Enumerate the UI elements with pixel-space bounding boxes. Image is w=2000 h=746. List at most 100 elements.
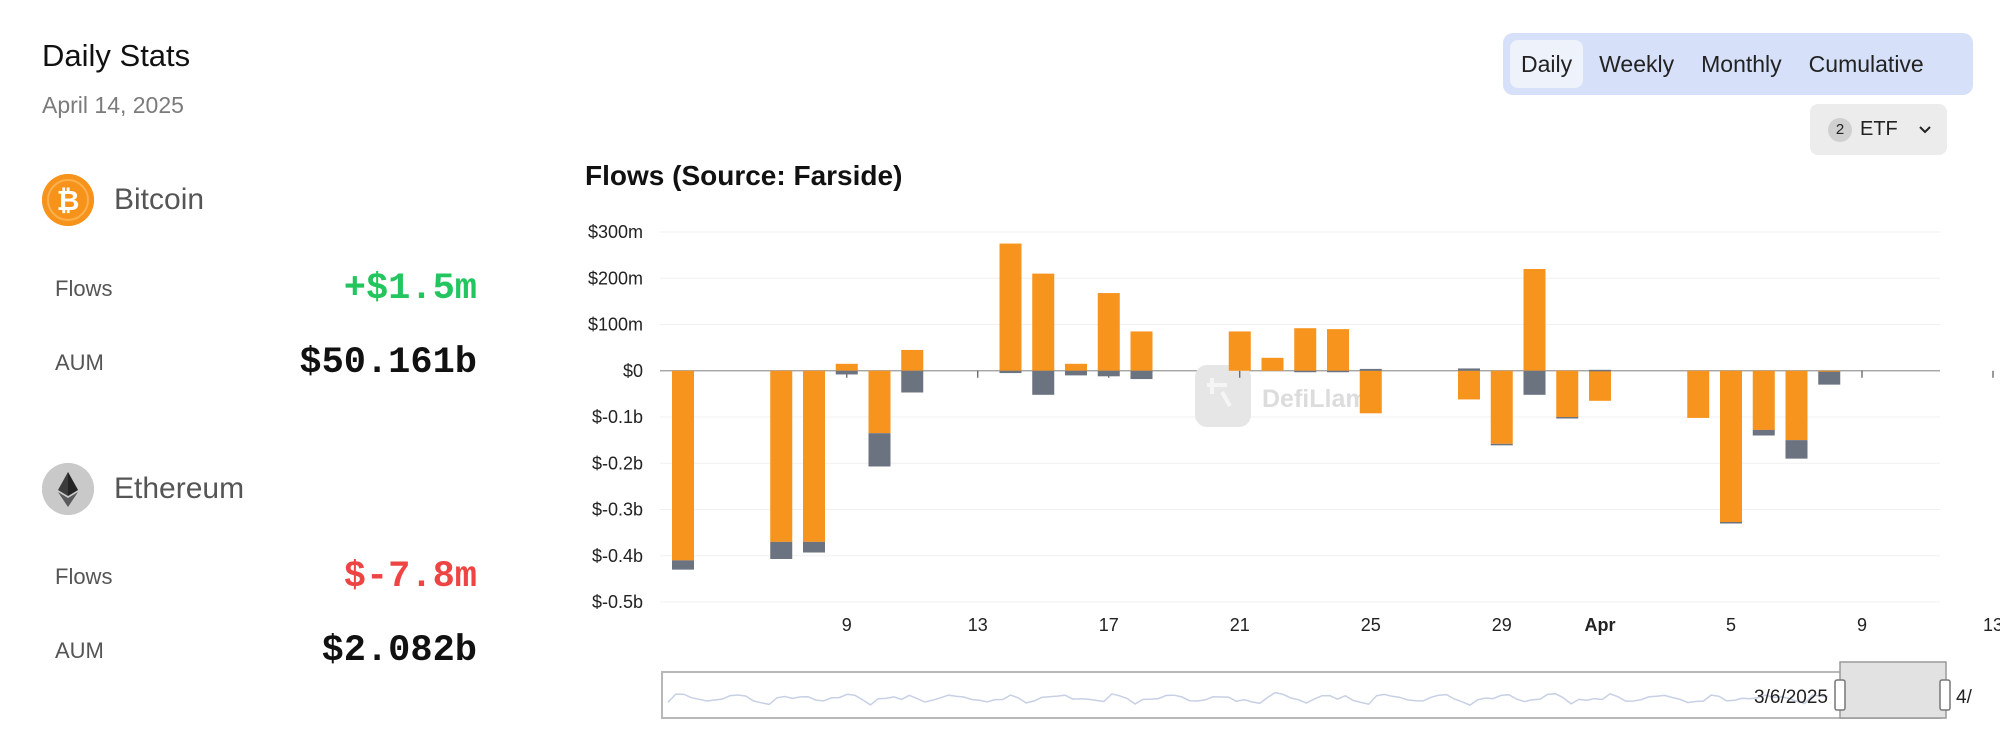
slider-start-label: 3/6/2025: [1754, 687, 1828, 708]
aum-label: AUM: [55, 638, 104, 663]
bar-bitcoin[interactable]: [1556, 370, 1579, 417]
y-tick-label: $300m: [588, 222, 643, 242]
slider-track[interactable]: [661, 671, 1942, 719]
toggle-cumulative[interactable]: Cumulative: [1808, 50, 1924, 77]
y-tick-label: $-0.2b: [592, 453, 643, 473]
bar-ethereum[interactable]: [1490, 443, 1513, 446]
bar-bitcoin[interactable]: [1327, 329, 1349, 371]
bar-ethereum[interactable]: [1130, 370, 1153, 380]
asset-name: Ethereum: [114, 472, 245, 505]
watermark: DefiLlama: [1195, 365, 1383, 427]
bar-ethereum[interactable]: [1458, 368, 1480, 371]
bar-bitcoin[interactable]: [1687, 370, 1710, 418]
bitcoin-icon: ₿: [42, 174, 94, 226]
bar-bitcoin[interactable]: [1458, 370, 1480, 400]
bar-bitcoin[interactable]: [1818, 370, 1841, 373]
bar-bitcoin[interactable]: [1261, 357, 1284, 371]
bar-bitcoin[interactable]: [1032, 273, 1055, 371]
bar-ethereum[interactable]: [672, 560, 694, 570]
toggle-monthly[interactable]: Monthly: [1701, 50, 1782, 77]
y-tick-label: $0: [623, 361, 643, 381]
stats-date: April 14, 2025: [42, 92, 184, 118]
bar-bitcoin[interactable]: [1097, 293, 1120, 371]
y-tick-label: $200m: [588, 268, 643, 288]
aum-label: AUM: [55, 350, 104, 375]
etf-count-badge: 2: [1828, 117, 1852, 142]
bar-bitcoin[interactable]: [1720, 370, 1742, 522]
x-tick-label: 29: [1492, 615, 1512, 635]
slider-handle-right[interactable]: [1939, 679, 1951, 711]
bar-ethereum[interactable]: [770, 541, 793, 559]
toggle-daily[interactable]: Daily: [1510, 40, 1584, 88]
bitcoin-flows-value: +$1.5m: [343, 268, 477, 310]
bar-ethereum[interactable]: [803, 541, 825, 553]
bar-bitcoin[interactable]: [835, 363, 858, 371]
bar-ethereum[interactable]: [1294, 370, 1317, 373]
bar-bitcoin[interactable]: [1752, 370, 1775, 430]
toggle-weekly[interactable]: Weekly: [1599, 50, 1675, 77]
bar-ethereum[interactable]: [835, 370, 858, 375]
x-tick-label: 17: [1099, 615, 1119, 635]
y-tick-label: $-0.3b: [592, 500, 643, 520]
bar-ethereum[interactable]: [1589, 369, 1611, 372]
bar-bitcoin[interactable]: [1228, 331, 1251, 371]
period-toggle: Daily Weekly Monthly Cumulative: [1503, 33, 1973, 95]
bar-ethereum[interactable]: [1523, 370, 1546, 395]
bar-bitcoin[interactable]: [1785, 370, 1808, 441]
x-tick-label: 5: [1726, 615, 1736, 635]
bar-ethereum[interactable]: [1556, 417, 1579, 419]
bar-ethereum[interactable]: [1032, 370, 1055, 395]
bar-bitcoin[interactable]: [1065, 363, 1087, 371]
range-slider[interactable]: 3/6/2025 4/: [661, 661, 1973, 719]
x-tick-label: 25: [1361, 615, 1381, 635]
bar-ethereum[interactable]: [1327, 370, 1349, 373]
bar-ethereum[interactable]: [1720, 521, 1742, 524]
x-tick-label: 21: [1230, 615, 1250, 635]
asset-bitcoin: ₿ Bitcoin: [42, 174, 204, 226]
bar-bitcoin[interactable]: [672, 370, 694, 561]
bar-ethereum[interactable]: [1752, 429, 1775, 436]
slider-selection[interactable]: [1839, 661, 1947, 719]
x-tick-label: Apr: [1585, 615, 1616, 635]
chart-title: Flows (Source: Farside): [585, 160, 903, 191]
bar-bitcoin[interactable]: [1130, 331, 1153, 371]
bar-bitcoin[interactable]: [999, 243, 1022, 371]
bar-ethereum[interactable]: [868, 433, 891, 467]
y-tick-label: $-0.1b: [592, 407, 643, 427]
bitcoin-aum-value: $50.161b: [299, 342, 477, 384]
bar-bitcoin[interactable]: [1589, 370, 1611, 401]
bar-ethereum[interactable]: [1818, 371, 1841, 385]
bar-bitcoin[interactable]: [1490, 370, 1513, 444]
x-tick-label: 9: [842, 615, 852, 635]
y-tick-label: $-0.5b: [592, 592, 643, 612]
bar-ethereum[interactable]: [999, 370, 1022, 374]
flows-label: Flows: [55, 276, 113, 301]
etf-filter-button[interactable]: 2 ETF: [1810, 104, 1947, 155]
page-title: Daily Stats: [42, 38, 191, 73]
bar-bitcoin[interactable]: [1359, 370, 1382, 414]
x-tick-label: 13: [1983, 615, 2000, 635]
x-tick-label: 13: [968, 615, 988, 635]
bar-ethereum[interactable]: [1065, 370, 1087, 376]
slider-handle-left[interactable]: [1834, 679, 1846, 711]
bar-bitcoin[interactable]: [770, 370, 793, 542]
svg-text:₿: ₿: [57, 185, 80, 216]
asset-ethereum: Ethereum: [42, 463, 244, 515]
bitcoin-flows-row: Flows +$1.5m: [55, 268, 477, 310]
bar-bitcoin[interactable]: [868, 370, 891, 434]
bitcoin-aum-row: AUM $50.161b: [55, 342, 477, 384]
bar-ethereum[interactable]: [1785, 440, 1808, 459]
etf-filter-label: ETF: [1860, 118, 1898, 140]
bar-ethereum[interactable]: [1359, 368, 1382, 371]
y-tick-label: $100m: [588, 315, 643, 335]
asset-name: Bitcoin: [114, 183, 205, 216]
bar-bitcoin[interactable]: [1523, 269, 1546, 371]
bar-ethereum[interactable]: [1097, 370, 1120, 377]
ethereum-aum-row: AUM $2.082b: [55, 630, 477, 672]
bar-bitcoin[interactable]: [803, 370, 825, 542]
bar-bitcoin[interactable]: [1294, 328, 1317, 371]
ethereum-icon: [42, 463, 94, 515]
bar-ethereum[interactable]: [901, 370, 924, 393]
bar-bitcoin[interactable]: [901, 349, 924, 371]
